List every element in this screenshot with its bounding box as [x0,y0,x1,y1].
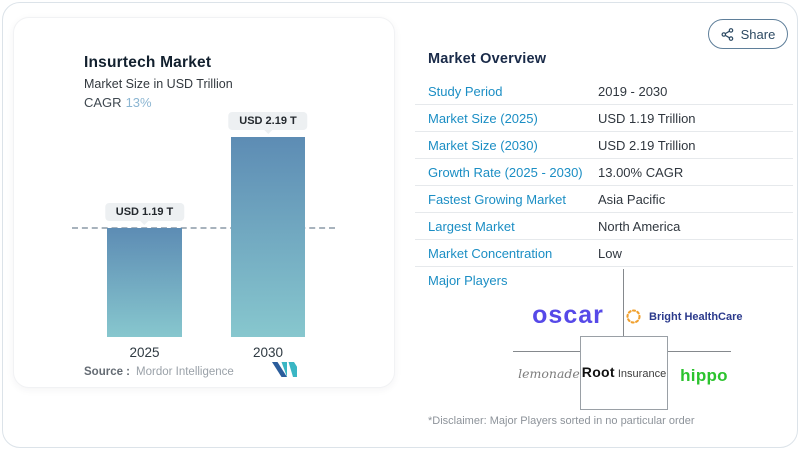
cagr-line: CAGR 13% [84,95,152,110]
overview-table: Study Period 2019 - 2030 Market Size (20… [415,78,793,267]
row-label: Market Size (2025) [428,110,538,126]
reference-dashed-line [72,227,335,230]
cagr-label: CAGR [84,95,122,110]
player-logo-root-box: Root Insurance [580,336,668,410]
row-value: USD 2.19 Trillion [598,137,696,153]
player-logo-hippo: hippo [680,366,728,385]
row-value: 13.00% CAGR [598,164,684,180]
share-button-label: Share [740,26,776,42]
table-row-market-size-2030: Market Size (2030) USD 2.19 Trillion [415,132,793,159]
x-axis-label-2030: 2030 [252,345,284,360]
mordor-intelligence-logo-icon [272,362,297,377]
x-axis-label-2025: 2025 [129,345,160,360]
player-logo-oscar: oscar [532,301,604,329]
source-label: Source : [84,366,131,378]
player-logo-bright-healthcare: Bright HealthCare [625,308,743,325]
row-label: Market Size (2030) [428,137,538,153]
bar-2030-value-badge: USD 2.19 T [228,112,308,130]
bright-healthcare-wordmark: Bright HealthCare [649,310,743,323]
chart-subtitle: Market Size in USD Trillion [84,77,233,91]
root-wordmark-bold: Root [581,364,615,380]
row-label: Fastest Growing Market [428,191,566,207]
row-value: Asia Pacific [598,191,666,207]
row-label: Study Period [428,83,503,99]
chart-title: Insurtech Market [84,54,212,71]
overview-panel: Share Market Overview Study Period 2019 … [413,3,797,447]
table-row-growth-rate: Growth Rate (2025 - 2030) 13.00% CAGR [415,159,793,186]
table-row-market-size-2025: Market Size (2025) USD 1.19 Trillion [415,105,793,132]
source-value: Mordor Intelligence [136,366,234,378]
players-vertical-divider [623,269,624,336]
player-logo-lemonade: lemonade [518,366,580,381]
row-value: 2019 - 2030 [598,83,668,99]
share-icon [721,27,733,41]
row-value: USD 1.19 Trillion [598,110,696,126]
row-label: Largest Market [428,218,515,234]
row-label: Growth Rate (2025 - 2030) [428,164,583,180]
overview-heading: Market Overview [428,51,547,67]
share-button[interactable]: Share [708,19,788,49]
cagr-value: 13% [125,95,152,110]
chart-panel: Insurtech Market Market Size in USD Tril… [13,17,395,388]
table-row-fastest-growing-market: Fastest Growing Market Asia Pacific [415,186,793,213]
disclaimer-text: *Disclaimer: Major Players sorted in no … [428,415,695,427]
row-value: North America [598,218,681,234]
major-players-label: Major Players [428,273,508,288]
bright-healthcare-dotted-circle-icon [626,309,641,324]
bar-2030-rect [231,137,305,337]
table-row-study-period: Study Period 2019 - 2030 [415,78,793,105]
root-insurance-wordmark: Root Insurance [582,364,666,382]
row-value: Low [598,245,622,261]
row-label: Market Concentration [428,245,553,261]
source-attribution: Source : Mordor Intelligence [84,366,234,378]
bar-2025-rect [107,228,182,337]
bar-2025-value-badge: USD 1.19 T [104,203,185,222]
table-row-largest-market: Largest Market North America [415,213,793,240]
root-wordmark-rest: Insurance [617,368,667,380]
table-row-market-concentration: Market Concentration Low [415,240,793,267]
